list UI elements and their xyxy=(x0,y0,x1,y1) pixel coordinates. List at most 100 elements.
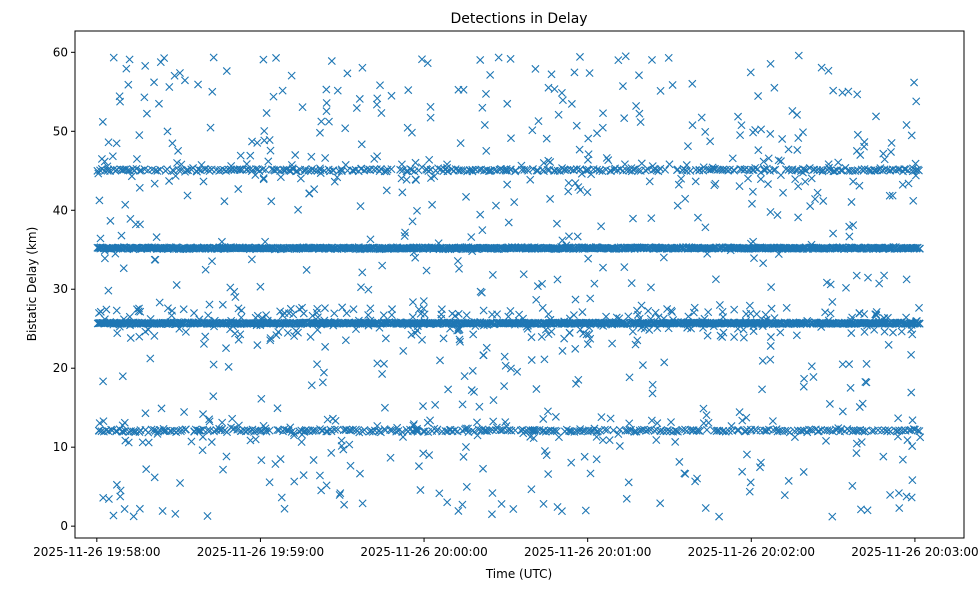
data-point xyxy=(181,425,190,434)
data-point xyxy=(234,319,243,328)
data-point xyxy=(829,229,838,238)
data-point xyxy=(156,58,165,67)
data-point xyxy=(648,380,657,389)
data-point xyxy=(327,57,336,66)
data-point xyxy=(647,214,656,223)
data-point xyxy=(849,177,858,186)
data-point xyxy=(781,165,790,174)
y-tick-label: 30 xyxy=(53,282,68,296)
data-point xyxy=(293,328,302,337)
data-point xyxy=(592,432,601,441)
data-point xyxy=(580,320,589,329)
data-point xyxy=(792,331,801,340)
data-point xyxy=(795,318,804,327)
data-point xyxy=(341,160,350,169)
data-point xyxy=(606,414,615,423)
data-point xyxy=(908,416,917,425)
data-point xyxy=(358,499,367,508)
data-point xyxy=(155,298,164,307)
data-point xyxy=(173,158,182,167)
data-point xyxy=(261,237,270,246)
data-point xyxy=(564,179,573,187)
data-point xyxy=(766,355,775,364)
data-point xyxy=(779,188,788,197)
data-point xyxy=(801,177,810,186)
data-point xyxy=(335,490,344,499)
data-point xyxy=(308,311,317,320)
data-point xyxy=(459,85,468,94)
data-point xyxy=(788,107,797,116)
data-point xyxy=(144,438,153,447)
data-point xyxy=(444,385,453,394)
data-point xyxy=(497,499,506,508)
data-point xyxy=(131,220,140,229)
data-point xyxy=(733,324,742,333)
data-point xyxy=(408,313,417,322)
data-point xyxy=(209,392,218,401)
data-point xyxy=(647,55,656,64)
data-point xyxy=(382,186,391,195)
data-point xyxy=(256,282,265,291)
data-point xyxy=(273,404,282,413)
data-point xyxy=(758,385,767,394)
data-point xyxy=(172,280,181,289)
data-point xyxy=(534,117,543,126)
data-point xyxy=(207,438,216,447)
data-point xyxy=(863,273,872,282)
data-point xyxy=(511,426,520,435)
data-point xyxy=(340,500,349,509)
data-point xyxy=(539,414,548,423)
data-point xyxy=(914,166,923,175)
data-point xyxy=(730,333,739,342)
data-point xyxy=(408,217,417,226)
data-point xyxy=(855,403,864,412)
data-point xyxy=(793,145,802,154)
data-point xyxy=(266,336,275,345)
data-point xyxy=(664,53,673,62)
data-point xyxy=(462,424,470,433)
data-point xyxy=(908,476,917,485)
data-point xyxy=(739,333,748,342)
data-point xyxy=(718,307,727,316)
data-point xyxy=(652,435,661,444)
data-point xyxy=(688,79,697,88)
data-point xyxy=(294,205,303,214)
data-point xyxy=(902,313,911,322)
data-point xyxy=(231,293,240,302)
data-point xyxy=(598,123,607,132)
data-point xyxy=(538,279,547,288)
data-point xyxy=(199,339,208,348)
data-point xyxy=(98,117,107,126)
data-point xyxy=(208,87,217,96)
data-point xyxy=(759,157,768,166)
data-point xyxy=(608,320,617,329)
data-point xyxy=(894,489,903,498)
data-point xyxy=(341,124,350,133)
data-point xyxy=(112,480,121,489)
data-point xyxy=(352,104,361,113)
data-point xyxy=(313,304,322,313)
data-point xyxy=(762,426,771,435)
data-point xyxy=(722,165,731,174)
data-point xyxy=(485,426,494,435)
data-point xyxy=(468,247,477,256)
data-point xyxy=(450,426,459,435)
data-point xyxy=(540,355,549,364)
data-point xyxy=(681,194,690,203)
data-point xyxy=(766,129,775,138)
data-point xyxy=(298,430,306,439)
data-point xyxy=(409,248,418,257)
data-point xyxy=(798,128,807,137)
data-point xyxy=(541,325,550,334)
data-point xyxy=(411,329,420,338)
data-point xyxy=(306,332,315,341)
data-point xyxy=(265,426,274,435)
data-point xyxy=(327,448,336,457)
y-axis-label: Bistatic Delay (km) xyxy=(25,227,39,342)
data-point xyxy=(169,166,178,175)
data-point xyxy=(737,165,746,174)
data-point xyxy=(584,254,593,263)
data-point xyxy=(544,83,553,92)
data-point xyxy=(360,425,369,434)
data-point xyxy=(681,469,690,478)
